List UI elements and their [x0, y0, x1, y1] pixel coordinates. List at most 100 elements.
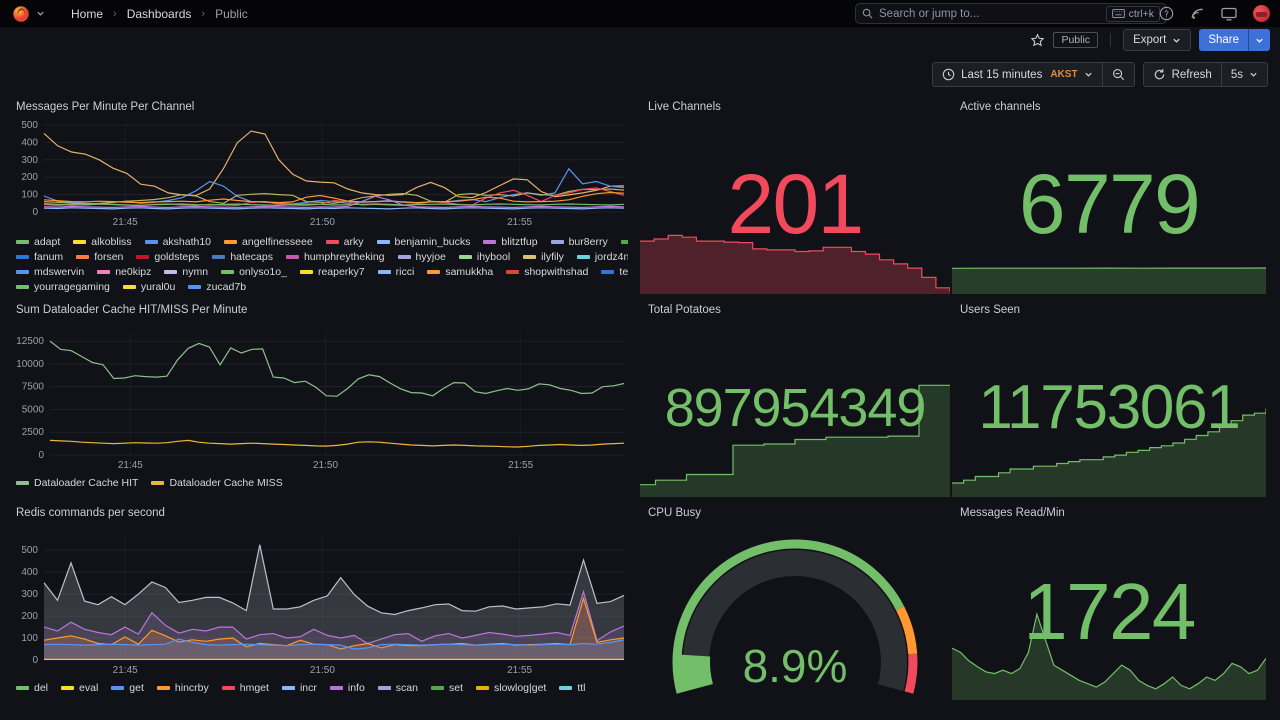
panel-title[interactable]: Sum Dataloader Cache HIT/MISS Per Minute	[16, 304, 248, 316]
monitor-icon[interactable]	[1221, 7, 1237, 21]
breadcrumb-home[interactable]: Home	[71, 6, 104, 21]
spark-area	[952, 614, 1266, 700]
legend-item[interactable]: zucad7b	[188, 281, 246, 292]
chevron-down-icon[interactable]	[36, 9, 45, 18]
legend-label: nymn	[182, 265, 209, 278]
legend-item[interactable]: jordz4n	[576, 251, 628, 263]
search-box[interactable]: ctrl+k	[855, 3, 1167, 24]
legend-item[interactable]: forsen	[76, 251, 123, 263]
legend-swatch	[483, 239, 497, 244]
sparkline	[951, 608, 1267, 700]
panel-title[interactable]: Total Potatoes	[648, 304, 721, 316]
legend-label: akshath10	[162, 235, 212, 248]
legend-item[interactable]: eval	[61, 682, 98, 694]
share-button[interactable]: Share	[1199, 29, 1248, 51]
export-button[interactable]: Export	[1123, 29, 1192, 51]
panel-users-seen: Users Seen 11753061	[952, 299, 1267, 497]
legend-item[interactable]: ne0kipz	[97, 266, 151, 278]
legend-item[interactable]: hincrby	[156, 682, 209, 694]
profile-avatar[interactable]	[1253, 5, 1270, 22]
panel-title[interactable]: Messages Read/Min	[960, 507, 1065, 519]
legend-item[interactable]: yural0u	[122, 281, 175, 292]
legend-item[interactable]: ilyfily	[523, 251, 564, 263]
legend-item[interactable]: Dataloader Cache HIT	[16, 477, 138, 489]
legend-label: hatecaps	[230, 250, 273, 263]
legend-label: tecwik	[619, 265, 628, 278]
search-icon	[862, 8, 873, 19]
svg-text:100: 100	[21, 190, 38, 201]
legend-item[interactable]: fanum	[16, 251, 63, 263]
share-menu-caret[interactable]	[1248, 29, 1270, 51]
legend-item[interactable]: Dataloader Cache MISS	[151, 476, 283, 489]
legend-item[interactable]: yourragegaming	[16, 281, 110, 292]
legend-item[interactable]: ttl	[559, 681, 586, 694]
legend-item[interactable]: nymn	[164, 266, 208, 278]
legend-item[interactable]: info	[329, 682, 365, 694]
legend-item[interactable]: shopwithshad	[506, 266, 588, 278]
legend-label: mdswervin	[34, 265, 85, 278]
panel-title[interactable]: CPU Busy	[648, 507, 702, 519]
stat-value: 201	[727, 157, 864, 251]
grafana-logo[interactable]	[12, 5, 30, 23]
spark-area	[640, 235, 950, 294]
svg-text:400: 400	[21, 567, 38, 578]
star-icon[interactable]	[1030, 32, 1045, 48]
panel-title[interactable]: Messages Per Minute Per Channel	[16, 101, 195, 113]
stat-value: 897954349	[664, 378, 927, 438]
legend-item[interactable]: hmget	[221, 682, 269, 694]
search-input[interactable]	[879, 7, 1100, 20]
legend-item[interactable]: incr	[281, 682, 317, 694]
legend-label: adapt	[34, 235, 61, 248]
timeseries-chart[interactable]: 0 100 200 300 400 500 21:45 21:50 21:55	[10, 120, 628, 228]
legend-swatch	[16, 685, 29, 690]
svg-text:100: 100	[21, 633, 38, 644]
legend-row: del eval get hincrby hmget incr info scan set slo…	[16, 680, 628, 695]
legend-item[interactable]: de_log	[620, 236, 628, 248]
news-rss-icon[interactable]	[1190, 6, 1205, 21]
legend-label: Dataloader Cache MISS	[169, 476, 283, 489]
legend-item[interactable]: blitztfup	[483, 236, 538, 248]
legend-item[interactable]: arky	[325, 236, 364, 248]
legend-item[interactable]: hatecaps	[212, 251, 273, 263]
panel-cpu-busy: CPU Busy 8.9%	[640, 502, 950, 720]
legend-item[interactable]: mdswervin	[16, 266, 84, 278]
panel-title[interactable]: Live Channels	[648, 101, 721, 113]
spark-line	[951, 611, 1267, 690]
refresh-button[interactable]: Refresh	[1142, 62, 1222, 87]
legend-label: ttl	[577, 681, 586, 694]
zoom-out-button[interactable]	[1102, 62, 1135, 87]
series-line	[43, 191, 625, 204]
legend-item[interactable]: reaperky7	[299, 266, 365, 278]
legend-item[interactable]: onlyso1o_	[221, 266, 287, 278]
svg-text:21:50: 21:50	[310, 217, 335, 228]
legend-item[interactable]: goldsteps	[136, 251, 199, 263]
legend-item[interactable]: benjamin_bucks	[376, 236, 470, 248]
help-icon[interactable]: ?	[1159, 6, 1174, 21]
legend-item[interactable]: adapt	[16, 236, 60, 248]
panel-title[interactable]: Active channels	[960, 101, 1041, 113]
timeseries-chart[interactable]: 0 100 200 300 400 500 21:45 21:50 21:55	[10, 532, 628, 676]
legend-item[interactable]: get	[111, 682, 144, 694]
series-line	[43, 195, 625, 209]
legend-item[interactable]: ihybool	[458, 251, 510, 263]
timeseries-chart[interactable]: 0 2500 5000 7500 10000 12500 21:45 21:50 21:55	[10, 327, 628, 471]
legend-item[interactable]: scan	[377, 682, 418, 694]
legend-item[interactable]: akshath10	[144, 235, 212, 248]
legend-item[interactable]: del	[16, 682, 48, 694]
legend-item[interactable]: ricci	[377, 266, 414, 278]
legend-item[interactable]: set	[430, 682, 463, 694]
legend-item[interactable]: slowlog|get	[476, 682, 546, 694]
time-range-picker[interactable]: Last 15 minutes AKST	[932, 62, 1103, 87]
legend-item[interactable]: angelfinesseee	[224, 236, 313, 248]
legend-item[interactable]: hyyjoe	[397, 251, 446, 263]
legend-item[interactable]: bur8erry	[550, 236, 608, 248]
breadcrumb-dashboards[interactable]: Dashboards	[126, 6, 192, 21]
legend-item[interactable]: humphreytheking	[285, 251, 385, 263]
panel-title[interactable]: Redis commands per second	[16, 507, 165, 519]
legend-item[interactable]: samukkha	[427, 266, 493, 278]
legend-item[interactable]: tecwik	[601, 266, 628, 278]
legend-item[interactable]: alkobliss	[73, 236, 132, 248]
refresh-interval-picker[interactable]: 5s	[1221, 62, 1268, 87]
panel-title[interactable]: Users Seen	[960, 304, 1021, 316]
chevron-down-icon	[1256, 38, 1263, 43]
